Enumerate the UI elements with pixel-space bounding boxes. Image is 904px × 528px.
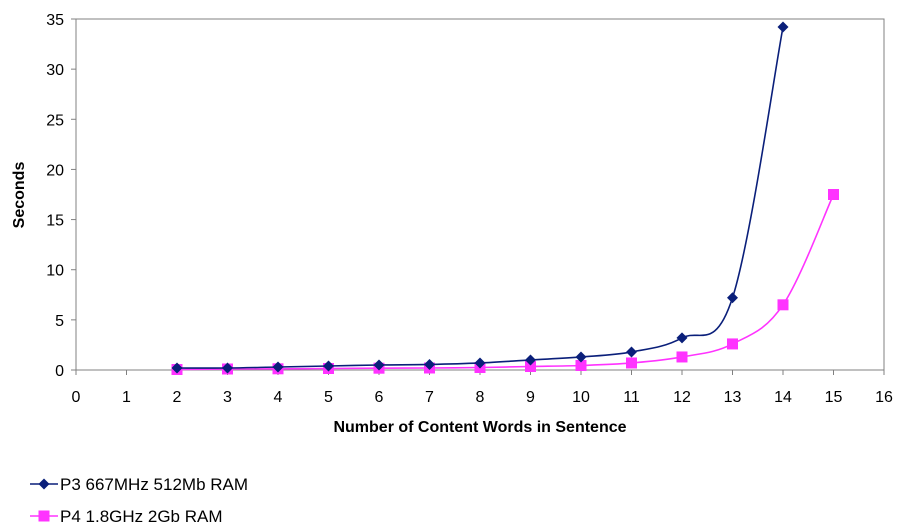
data-point <box>676 351 688 363</box>
plot-area <box>75 18 885 371</box>
data-point <box>474 357 486 369</box>
x-tick-label: 7 <box>425 389 434 406</box>
series-1 <box>171 21 789 374</box>
x-tick-label: 3 <box>223 389 232 406</box>
legend: P3 667MHz 512Mb RAM P4 1.8GHz 2Gb RAM <box>30 475 248 526</box>
x-tick-label: 16 <box>875 389 893 406</box>
data-point <box>525 360 536 372</box>
data-point <box>626 346 637 358</box>
y-tick-label: 5 <box>55 313 64 330</box>
x-tick-label: 10 <box>572 389 590 406</box>
data-point <box>424 358 435 370</box>
y-tick-label: 25 <box>46 112 64 129</box>
series-line <box>176 194 835 371</box>
y-tick-label: 20 <box>46 162 64 179</box>
data-point <box>626 357 637 369</box>
data-point <box>272 361 284 373</box>
data-point <box>373 359 385 371</box>
y-tick-label: 0 <box>55 363 64 380</box>
y-axis-title: Seconds <box>11 162 28 229</box>
x-tick-label: 13 <box>724 389 742 406</box>
x-tick-label: 8 <box>476 389 485 406</box>
data-point <box>727 292 738 304</box>
x-tick-label: 6 <box>375 389 384 406</box>
data-point <box>525 354 536 366</box>
y-tick-label: 30 <box>46 62 64 79</box>
series-layer <box>171 21 839 375</box>
x-tick-label: 0 <box>72 389 81 406</box>
y-tick-label: 10 <box>46 263 64 280</box>
data-point <box>777 21 789 33</box>
x-axis: 0 1 2 3 4 5 6 7 8 9 10 11 12 13 14 15 16 <box>72 370 893 406</box>
x-tick-label: 15 <box>825 389 843 406</box>
legend-item: P4 1.8GHz 2Gb RAM <box>30 507 223 526</box>
x-axis-title: Number of Content Words in Sentence <box>333 419 626 436</box>
x-tick-label: 5 <box>324 389 333 406</box>
y-axis: 0 5 10 15 20 25 30 35 <box>46 12 76 380</box>
legend-swatch-marker <box>38 478 50 490</box>
data-point <box>575 359 587 371</box>
data-point <box>676 332 688 344</box>
data-point <box>323 360 334 372</box>
x-tick-label: 4 <box>274 389 283 406</box>
x-tick-label: 11 <box>623 389 640 406</box>
legend-label: P3 667MHz 512Mb RAM <box>60 475 248 494</box>
y-tick-label: 35 <box>46 12 64 29</box>
x-tick-label: 1 <box>122 389 131 406</box>
data-point <box>777 299 789 311</box>
legend-item: P3 667MHz 512Mb RAM <box>30 475 248 494</box>
y-tick-label: 15 <box>46 213 64 230</box>
data-point <box>222 362 233 374</box>
x-tick-label: 12 <box>673 389 691 406</box>
series-line <box>176 26 784 369</box>
legend-swatch-marker <box>38 510 50 522</box>
data-point <box>171 362 183 374</box>
data-point <box>727 338 738 350</box>
legend-label: P4 1.8GHz 2Gb RAM <box>60 507 223 526</box>
x-tick-label: 14 <box>774 389 792 406</box>
x-tick-label: 9 <box>526 389 535 406</box>
x-tick-label: 2 <box>173 389 182 406</box>
data-point <box>575 351 587 363</box>
data-point <box>828 189 839 200</box>
